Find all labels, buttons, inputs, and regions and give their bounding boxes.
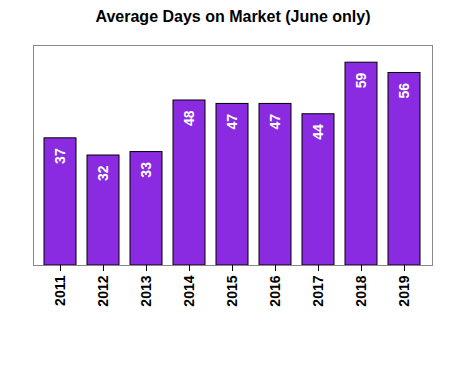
svg-text:59: 59 [353,72,369,88]
html-text:Average Days on Market (June o: Average Days on Market (June only) [95,8,371,25]
svg-text:32: 32 [95,165,111,181]
svg-text:33: 33 [138,162,154,178]
svg-text:2017: 2017 [310,275,326,306]
svg-text:56: 56 [396,83,412,99]
svg-text:2019: 2019 [396,275,412,306]
svg-text:2012: 2012 [95,275,111,306]
svg-text:2013: 2013 [138,275,154,306]
svg-text:2011: 2011 [52,275,68,306]
svg-text:2016: 2016 [267,275,283,306]
svg-text:2014: 2014 [181,275,197,306]
svg-text:2018: 2018 [353,275,369,306]
svg-text:48: 48 [181,110,197,126]
svg-text:44: 44 [310,124,326,140]
svg-text:37: 37 [52,148,68,164]
svg-text:2015: 2015 [224,275,240,306]
svg-text:47: 47 [267,114,283,130]
svg-text:47: 47 [224,114,240,130]
